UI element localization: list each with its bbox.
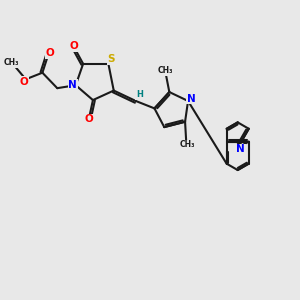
Text: CH₃: CH₃ <box>180 140 196 149</box>
Text: O: O <box>46 48 54 58</box>
Text: O: O <box>69 41 78 51</box>
Text: S: S <box>108 54 115 64</box>
Text: O: O <box>20 77 28 87</box>
Text: CH₃: CH₃ <box>4 58 20 68</box>
Text: N: N <box>187 94 195 103</box>
Text: O: O <box>84 114 93 124</box>
Text: CH₃: CH₃ <box>158 66 173 75</box>
Text: N: N <box>68 80 77 90</box>
Text: N: N <box>236 144 245 154</box>
Text: H: H <box>136 90 143 99</box>
